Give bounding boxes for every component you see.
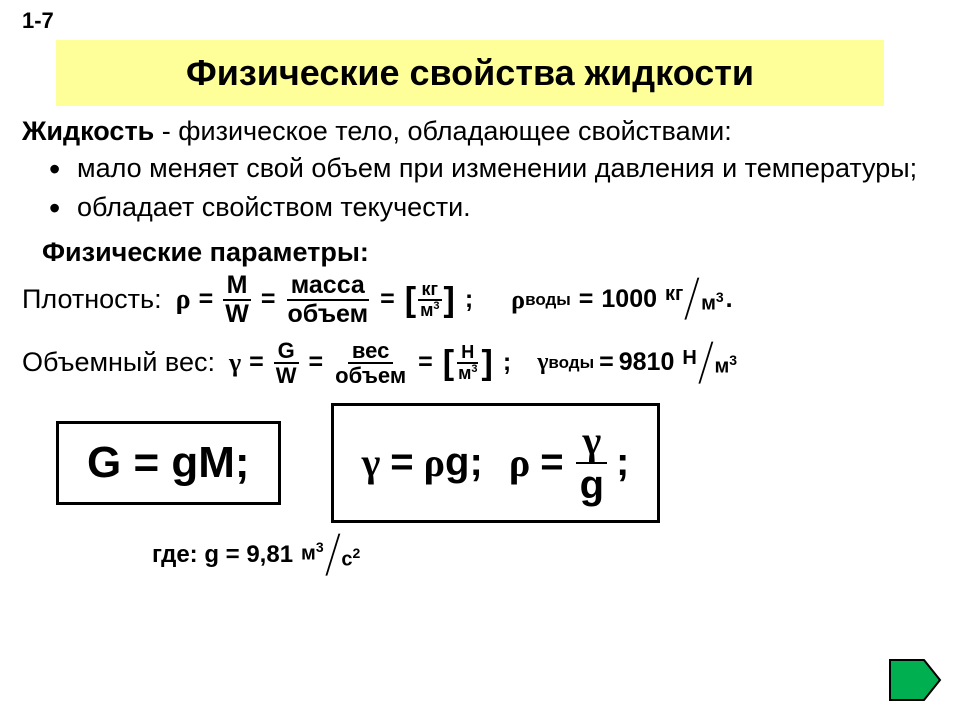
unit-denominator: с2: [341, 545, 360, 572]
frac-bot: объем: [331, 364, 410, 387]
frac-bot: g: [574, 464, 610, 506]
unit-bot: м3: [454, 364, 481, 383]
next-arrow-icon: [888, 658, 942, 702]
page-number: 1-7: [22, 8, 938, 34]
rho-symbol: ρ: [176, 284, 191, 316]
equals: =: [261, 285, 276, 314]
definition-rest: - физическое тело, обладающее свойствами…: [154, 116, 731, 146]
equals: =: [380, 285, 395, 314]
frac-top: масса: [287, 272, 369, 300]
specweight-row: Объемный вес: γ = G W = вес объем = [ Н …: [22, 339, 938, 387]
equals: =: [309, 348, 324, 377]
specweight-label: Объемный вес:: [22, 347, 215, 378]
bullet-list: мало меняет свой объем при изменении дав…: [22, 151, 938, 225]
g-letter: g: [445, 440, 469, 485]
frac-top: γ: [576, 420, 607, 464]
rho: ρ: [509, 439, 530, 486]
frac-m-w: M W: [221, 272, 253, 327]
rho: ρ: [424, 439, 445, 486]
formula-box-1: G = gM;: [56, 421, 281, 505]
unit-numerator: м3: [301, 539, 324, 566]
equals: =: [199, 285, 214, 314]
where-line: где: g = 9,81 м3 ╱ с2: [152, 539, 938, 571]
gamma: γ: [362, 439, 381, 486]
water-subscript: воды: [548, 353, 594, 373]
equals: =: [579, 285, 594, 314]
water-specweight-value: 9810: [619, 348, 675, 377]
frac-bot: W: [221, 301, 253, 327]
unit-numerator: Н: [682, 347, 696, 370]
frac-weight-vol: вес объем: [331, 339, 410, 387]
definition-line: Жидкость - физическое тело, обладающее с…: [22, 114, 938, 149]
unit-top: кг: [418, 280, 443, 301]
definition-term: Жидкость: [22, 116, 154, 146]
equals: =: [249, 348, 264, 377]
density-row: Плотность: ρ = M W = масса объем = [ кг …: [22, 272, 938, 327]
gamma-water-symbol: γ: [537, 349, 548, 376]
rho-water-symbol: ρ: [511, 285, 525, 315]
formula1-text: G = gM;: [87, 438, 250, 488]
bullet-item: обладает свойством текучести.: [77, 190, 938, 225]
frac-mass-vol: масса объем: [283, 272, 372, 327]
unit-bot: м3: [416, 301, 443, 320]
frac-bot: объем: [283, 301, 372, 327]
frac-bot: W: [272, 364, 301, 387]
frac-top: G: [274, 339, 299, 364]
unit-bracket: [ кг м3 ]: [405, 280, 455, 320]
g-unit: м3 ╱ с2: [301, 539, 360, 571]
frac-top: вес: [348, 339, 393, 364]
density-label: Плотность:: [22, 284, 162, 315]
slide: 1-7 Физические свойства жидкости Жидкост…: [0, 0, 960, 720]
unit-denominator: м3: [701, 289, 724, 316]
bullet-item: мало меняет свой объем при изменении дав…: [77, 151, 938, 186]
unit-bracket: [ Н м3 ]: [443, 343, 493, 383]
frac-gamma-g: γ g: [574, 420, 610, 506]
water-subscript: воды: [525, 290, 571, 310]
period: .: [726, 285, 733, 314]
semicolon: ;: [465, 285, 473, 314]
where-text: где: g = 9,81: [152, 541, 293, 569]
unit-numerator: кг: [665, 283, 683, 306]
formula-box-2: γ = ρg; ρ = γ g ;: [331, 403, 661, 523]
formula-boxes: G = gM; γ = ρg; ρ = γ g ;: [56, 403, 938, 523]
unit-denominator: м3: [715, 352, 738, 379]
unit-top: Н: [457, 343, 478, 364]
water-density-unit: кг ╱ м3: [665, 283, 724, 315]
slide-title: Физические свойства жидкости: [56, 40, 884, 106]
water-density-value: 1000: [601, 285, 657, 314]
next-slide-button[interactable]: [888, 658, 942, 702]
semicolon: ;: [503, 348, 511, 377]
subheading: Физические параметры:: [42, 237, 938, 268]
frac-top: M: [223, 272, 252, 300]
frac-g-w: G W: [272, 339, 301, 387]
equals: =: [418, 348, 433, 377]
gamma-symbol: γ: [229, 348, 241, 378]
equals: =: [599, 348, 614, 377]
water-specweight-unit: Н ╱ м3: [682, 347, 737, 379]
